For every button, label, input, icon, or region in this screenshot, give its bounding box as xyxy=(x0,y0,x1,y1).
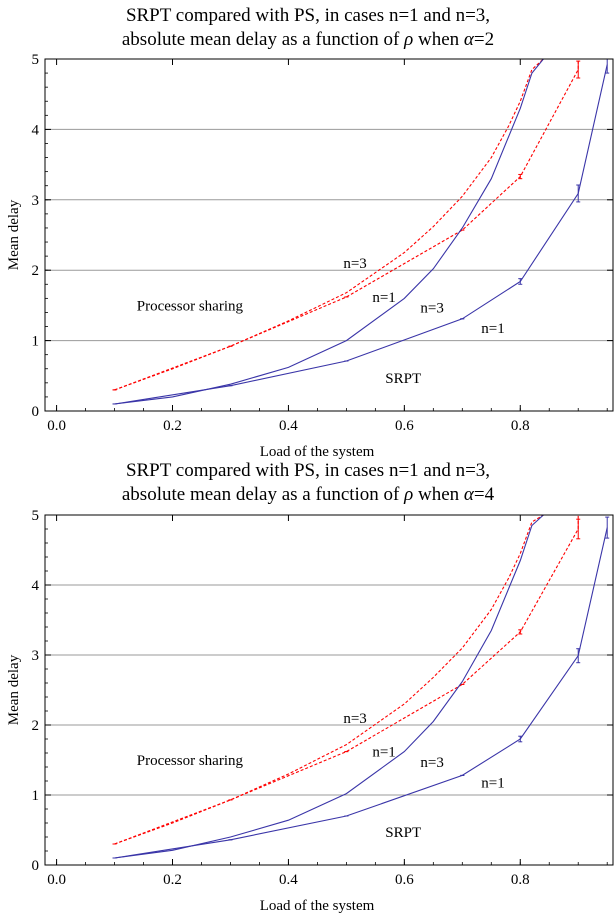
x-tick-label: 0.6 xyxy=(395,418,414,434)
annotation-label: n=1 xyxy=(481,775,504,791)
x-tick-label: 0.4 xyxy=(279,418,298,434)
y-tick-label: 3 xyxy=(32,193,40,209)
x-tick-label: 0.2 xyxy=(163,418,182,434)
chart-panel-alpha-4: SRPT compared with PS, in cases n=1 and … xyxy=(0,455,616,918)
x-tick-label: 0.4 xyxy=(279,872,298,888)
y-axis-label: Mean delay xyxy=(6,654,22,725)
annotation-label: n=3 xyxy=(343,711,366,727)
x-tick-label: 0.2 xyxy=(163,872,182,888)
series-line-0 xyxy=(114,59,544,391)
series-line-2 xyxy=(114,59,567,405)
plot-frame xyxy=(44,58,614,412)
annotation-label: n=3 xyxy=(420,755,443,771)
chart-title-line-2: absolute mean delay as a function of ρ w… xyxy=(121,484,495,505)
annotation-label: SRPT xyxy=(385,825,421,841)
y-tick-label: 1 xyxy=(32,334,40,350)
y-tick-label: 3 xyxy=(32,648,40,664)
y-tick-label: 4 xyxy=(32,122,40,138)
chart-title: SRPT compared with PS, in cases n=1 and … xyxy=(0,4,616,52)
series-line-3 xyxy=(114,64,608,405)
x-tick-label: 0.8 xyxy=(511,872,530,888)
chart-plot: 0.0 0.2 0.4 0.6 0.8 0 1 2 3 4 5 Load of the system M… xyxy=(6,52,614,460)
series-line-0 xyxy=(114,515,544,845)
x-tick-label: 0.0 xyxy=(47,418,66,434)
y-tick-label: 0 xyxy=(32,858,40,874)
annotation-label: SRPT xyxy=(385,371,421,387)
series-group xyxy=(112,59,610,405)
annotation-label: Processor sharing xyxy=(137,753,244,769)
x-tick-label: 0.8 xyxy=(511,418,530,434)
x-axis-label: Load of the system xyxy=(260,444,375,460)
y-tick-label: 2 xyxy=(32,718,40,734)
y-tick-label: 0 xyxy=(32,404,40,420)
annotation-label: n=1 xyxy=(481,321,504,337)
y-tick-label: 5 xyxy=(32,52,40,68)
chart-title-line-1: SRPT compared with PS, in cases n=1 and … xyxy=(125,460,491,481)
x-tick-label: 0.6 xyxy=(395,872,414,888)
chart-title-line-1: SRPT compared with PS, in cases n=1 and … xyxy=(125,5,491,26)
annotation-label: n=1 xyxy=(372,745,395,761)
y-axis-label: Mean delay xyxy=(6,199,22,270)
annotation-label: n=3 xyxy=(420,301,443,317)
chart-plot: 0.0 0.2 0.4 0.6 0.8 0 1 2 3 4 5 Load of the system M… xyxy=(6,508,614,914)
y-tick-label: 1 xyxy=(32,788,40,804)
series-line-2 xyxy=(114,515,567,859)
x-tick-label: 0.0 xyxy=(47,872,66,888)
chart-panel-alpha-2: SRPT compared with PS, in cases n=1 and … xyxy=(0,4,616,460)
annotation-label: n=3 xyxy=(343,256,366,272)
series-group xyxy=(112,515,610,859)
y-tick-label: 4 xyxy=(32,578,40,594)
chart-title-line-2: absolute mean delay as a function of ρ w… xyxy=(121,29,495,50)
plot-frame xyxy=(44,514,614,866)
y-tick-label: 2 xyxy=(32,263,40,279)
annotation-label: n=1 xyxy=(372,290,395,306)
y-tick-label: 5 xyxy=(32,508,40,524)
annotation-label: Processor sharing xyxy=(137,298,244,314)
chart-title: SRPT compared with PS, in cases n=1 and … xyxy=(0,459,616,507)
x-axis-label: Load of the system xyxy=(260,898,375,914)
series-line-3 xyxy=(114,527,608,859)
